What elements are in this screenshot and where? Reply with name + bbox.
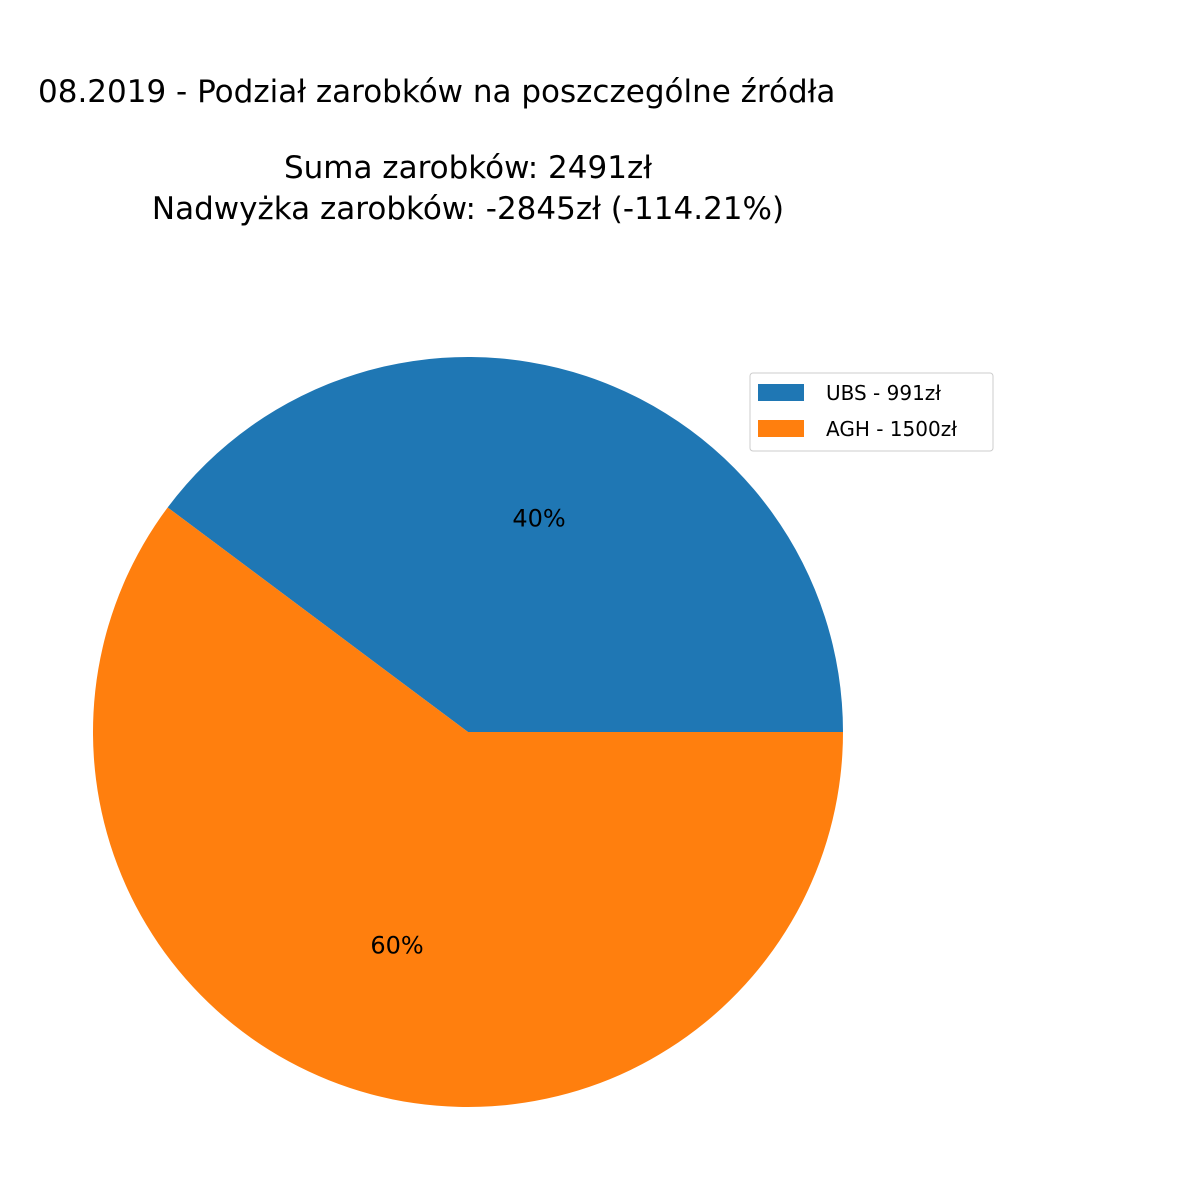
chart-subtitle-line-2: Nadwyżka zarobków: -2845zł (-114.21%) [152,191,784,227]
legend: UBS - 991zł AGH - 1500zł [749,372,994,452]
slice-percent-label-ubs: 40% [512,504,565,532]
legend-label-ubs: UBS - 991zł [826,381,941,405]
chart-title: 08.2019 - Podział zarobków na poszczegól… [38,74,835,110]
pie-slices [92,357,844,1107]
legend-label-agh: AGH - 1500zł [826,417,957,441]
pie-slice-ubs [167,357,844,732]
slice-percent-label-agh: 60% [370,932,423,960]
legend-swatch-agh [758,420,804,437]
legend-frame [749,372,994,452]
pie-slice-agh [92,507,843,1107]
legend-swatch-ubs [758,384,804,401]
chart-subtitle-line-1: Suma zarobków: 2491zł [284,150,652,186]
